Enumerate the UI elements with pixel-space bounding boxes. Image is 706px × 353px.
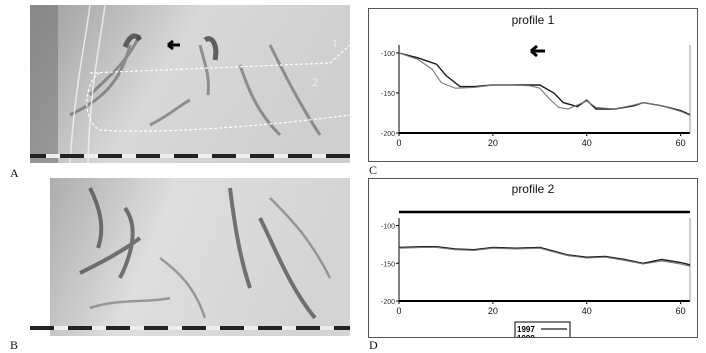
relief-image-a-graphic: [30, 5, 350, 163]
x-tick-label: 0: [396, 138, 401, 148]
y-tick-label: -200: [381, 131, 395, 138]
x-tick-label: 60: [676, 138, 686, 148]
scale-bar: [30, 154, 350, 158]
series-line-2: [398, 52, 691, 116]
panel-label-b: B: [10, 338, 19, 352]
legend-label: 1997: [517, 325, 535, 334]
x-tick-label: 40: [582, 138, 592, 148]
y-tick-label: -100: [381, 224, 395, 231]
series-line-1: [398, 52, 691, 116]
profile-1-title: profile 1: [511, 13, 555, 27]
panel-label-d: D: [369, 338, 378, 352]
profile-2-line: [86, 72, 350, 132]
x-tick-label: 0: [396, 306, 401, 316]
profile-1-marker: 1: [332, 36, 338, 50]
profile-2-title: profile 2: [511, 182, 555, 196]
y-tick-label: -150: [381, 261, 395, 268]
x-tick-label: 20: [488, 138, 498, 148]
legend-label: 1998: [517, 334, 535, 337]
panel-label-c: C: [369, 163, 378, 177]
legend: 19971998: [514, 321, 571, 337]
x-tick-label: 60: [676, 306, 686, 316]
series-line-1: [398, 246, 691, 266]
y-tick-label: -200: [381, 299, 395, 306]
relief-image-b: [30, 178, 350, 336]
arrow-icon: [167, 39, 180, 51]
relief-image-a: 1 2: [30, 5, 350, 163]
y-tick-label: -150: [381, 91, 395, 98]
relief-image-b-graphic: [30, 178, 350, 336]
profile-1-line: [89, 44, 350, 74]
panel-label-a: A: [10, 166, 19, 180]
y-tick-label: -100: [381, 51, 395, 58]
profile-2-marker: 2: [312, 75, 318, 89]
series-line-2: [398, 246, 691, 267]
x-tick-label: 20: [488, 306, 498, 316]
arrow-icon: [530, 44, 545, 58]
scale-bar-b: [30, 326, 350, 330]
x-tick-label: 40: [582, 306, 592, 316]
profile-1-chart: profile 1 -100 -150 -200 0 20 40 60: [368, 8, 698, 162]
